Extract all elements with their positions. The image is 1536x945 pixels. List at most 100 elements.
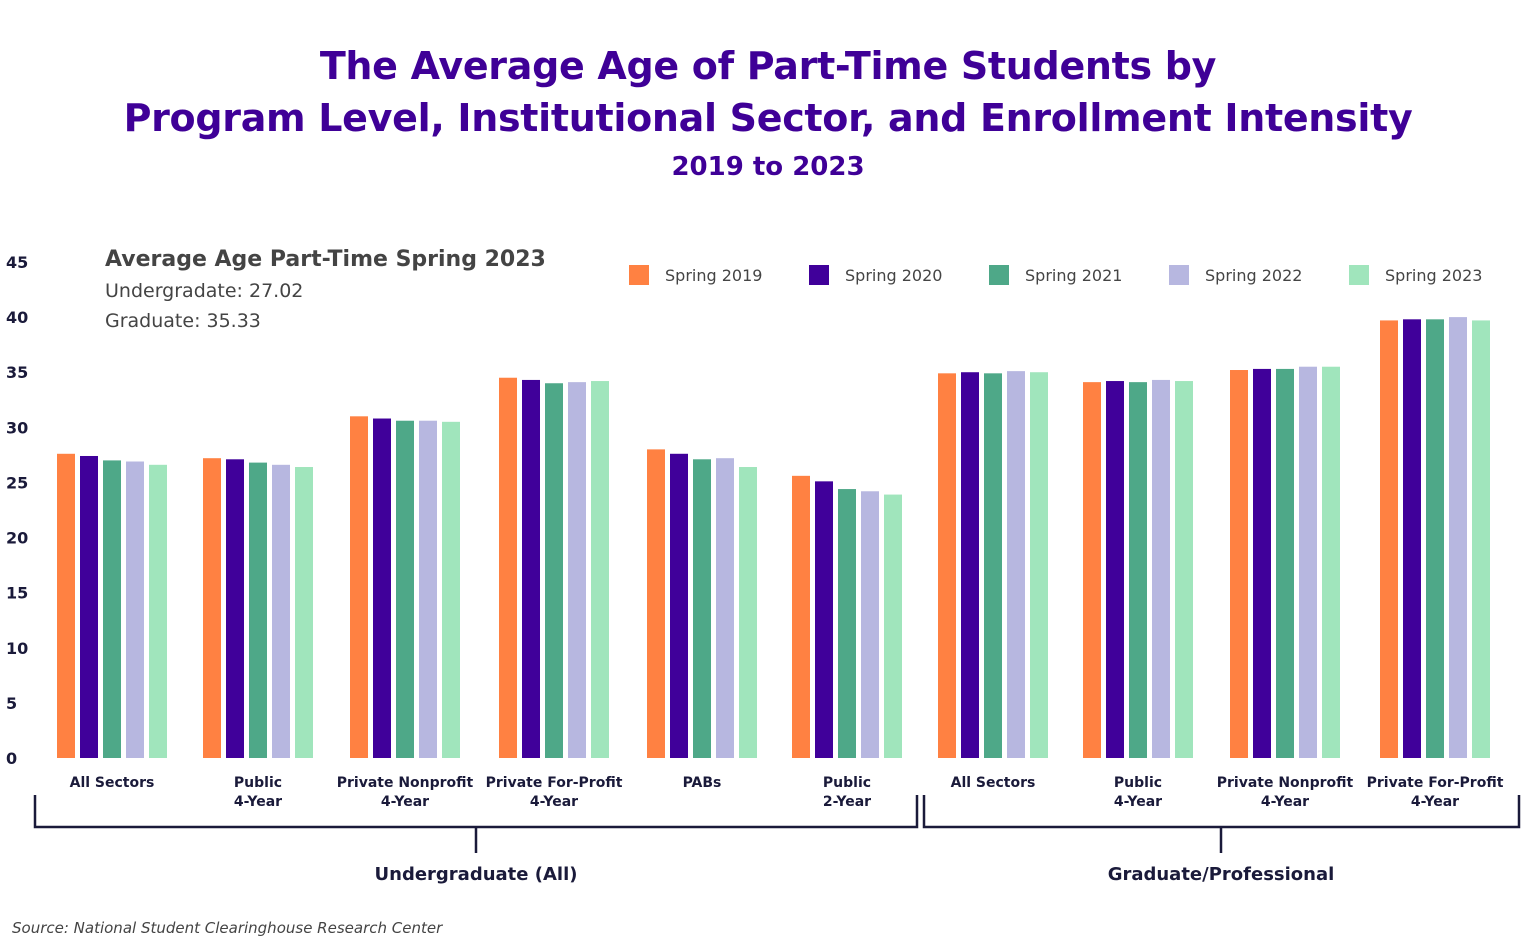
y-tick-label: 5: [6, 694, 17, 713]
legend-item: Spring 2020: [809, 265, 989, 285]
source-note: Source: National Student Clearinghouse R…: [12, 919, 443, 937]
legend-item: Spring 2023: [1349, 265, 1529, 285]
bar: [295, 467, 313, 758]
bar: [716, 458, 734, 758]
bar: [938, 373, 956, 758]
legend-swatch: [1169, 265, 1189, 285]
bar: [739, 467, 757, 758]
bar: [80, 455, 98, 758]
chart-title-block: The Average Age of Part-Time Students by…: [0, 40, 1536, 188]
legend-swatch: [629, 265, 649, 285]
chart-legend: Spring 2019 Spring 2020 Spring 2021 Spring …: [629, 265, 1529, 285]
bar: [792, 475, 810, 758]
bar: [1106, 381, 1124, 758]
bar: [1322, 366, 1340, 758]
bar: [1007, 371, 1025, 758]
category-label: 4-Year: [1114, 794, 1162, 810]
legend-swatch: [809, 265, 829, 285]
bar: [103, 460, 121, 758]
bar: [861, 491, 879, 758]
legend-item: Spring 2019: [629, 265, 809, 285]
category-label: Private Nonprofit: [337, 775, 474, 791]
bar: [838, 489, 856, 758]
category-label: 4-Year: [1261, 794, 1309, 810]
bar: [1276, 368, 1294, 758]
bar: [1449, 317, 1467, 758]
bar: [522, 379, 540, 758]
group-bracket: [33, 795, 919, 853]
legend-swatch: [989, 265, 1009, 285]
bar: [1152, 379, 1170, 758]
bar: [419, 420, 437, 758]
legend-label: Spring 2023: [1385, 265, 1483, 285]
legend-label: Spring 2022: [1205, 265, 1303, 285]
bar: [984, 373, 1002, 758]
category-label: 4-Year: [1411, 794, 1459, 810]
bar: [884, 494, 902, 758]
category-label: All Sectors: [70, 775, 155, 791]
bar: [647, 449, 665, 758]
bar: [203, 458, 221, 758]
bar: [1299, 366, 1317, 758]
chart-title-line-1: The Average Age of Part-Time Students by: [319, 44, 1217, 88]
bar: [1230, 370, 1248, 758]
bar: [396, 420, 414, 758]
callout-graduate: Graduate: 35.33: [105, 310, 261, 332]
chart-subtitle: 2019 to 2023: [671, 152, 865, 182]
y-tick-label: 30: [6, 418, 28, 437]
bar: [57, 453, 75, 758]
group-label: Undergraduate (All): [375, 864, 578, 885]
y-tick-label: 15: [6, 584, 28, 603]
bar: [1083, 382, 1101, 758]
category-label: Public: [1114, 775, 1162, 791]
bar: [545, 383, 563, 758]
bar: [373, 418, 391, 758]
bar: [1380, 320, 1398, 758]
bar: [961, 372, 979, 758]
category-label: PABs: [683, 775, 722, 791]
y-tick-label: 25: [6, 473, 28, 492]
legend-item: Spring 2021: [989, 265, 1169, 285]
callout-title: Average Age Part-Time Spring 2023: [105, 247, 546, 272]
bar: [272, 464, 290, 758]
bar: [693, 459, 711, 758]
bar: [1403, 319, 1421, 758]
summary-callout: Average Age Part-Time Spring 2023 Underg…: [105, 244, 546, 336]
category-label: 4-Year: [381, 794, 429, 810]
bar: [442, 421, 460, 758]
bar: [815, 481, 833, 758]
category-label: 4-Year: [530, 794, 578, 810]
bar: [350, 416, 368, 758]
legend-label: Spring 2019: [665, 265, 763, 285]
legend-label: Spring 2020: [845, 265, 943, 285]
bar: [249, 462, 267, 758]
y-tick-label: 10: [6, 639, 28, 658]
category-label: 4-Year: [234, 794, 282, 810]
y-tick-label: 35: [6, 363, 28, 382]
category-label: All Sectors: [951, 775, 1036, 791]
bar: [670, 453, 688, 758]
category-label: Private For-Profit: [1367, 775, 1504, 791]
bar: [126, 461, 144, 758]
category-label: Public: [823, 775, 871, 791]
bar: [1253, 368, 1271, 758]
bar: [1030, 372, 1048, 758]
bar: [568, 382, 586, 758]
bar: [1472, 320, 1490, 758]
bar: [1175, 381, 1193, 758]
bar: [499, 377, 517, 758]
bar: [149, 464, 167, 758]
chart-title-line-2: Program Level, Institutional Sector, and…: [123, 96, 1413, 140]
callout-undergrad: Undergradate: 27.02: [105, 280, 304, 302]
legend-item: Spring 2022: [1169, 265, 1349, 285]
category-label: Public: [234, 775, 282, 791]
category-label: 2-Year: [823, 794, 871, 810]
bar: [1129, 382, 1147, 758]
group-label: Graduate/Professional: [1108, 864, 1335, 885]
bar: [591, 381, 609, 758]
y-tick-label: 40: [6, 308, 28, 327]
bar: [1426, 319, 1444, 758]
group-bracket: [922, 795, 1521, 853]
y-tick-label: 20: [6, 529, 28, 548]
